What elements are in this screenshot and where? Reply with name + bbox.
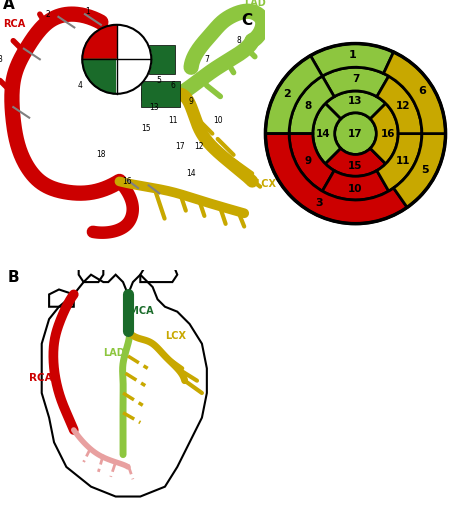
Wedge shape	[325, 91, 386, 119]
Text: 6: 6	[170, 81, 175, 90]
Text: 1: 1	[348, 50, 356, 60]
Wedge shape	[322, 67, 389, 96]
Text: 15: 15	[141, 124, 151, 133]
Wedge shape	[82, 25, 117, 59]
Wedge shape	[377, 76, 422, 134]
Wedge shape	[289, 134, 334, 191]
Text: LAD: LAD	[244, 0, 266, 8]
Text: 9: 9	[189, 97, 193, 106]
Text: 7: 7	[352, 74, 359, 84]
Text: 18: 18	[96, 150, 106, 159]
Wedge shape	[370, 103, 398, 164]
Wedge shape	[377, 134, 422, 191]
Text: 2: 2	[283, 89, 291, 99]
Text: 10: 10	[348, 183, 363, 193]
Text: 13: 13	[348, 96, 363, 106]
Text: 5: 5	[421, 165, 429, 175]
Wedge shape	[265, 134, 407, 224]
Text: 17: 17	[348, 128, 363, 139]
Text: A: A	[3, 0, 14, 12]
Text: 8: 8	[237, 36, 241, 45]
Wedge shape	[322, 171, 389, 200]
Text: 4: 4	[77, 81, 82, 90]
Text: 11: 11	[396, 156, 410, 166]
Text: 10: 10	[213, 116, 222, 125]
Bar	[149, 45, 175, 74]
Wedge shape	[383, 52, 446, 134]
Text: LMCA: LMCA	[123, 306, 154, 316]
Text: RCA: RCA	[29, 373, 53, 383]
Text: 3: 3	[0, 55, 2, 64]
Wedge shape	[117, 25, 151, 59]
Text: 7: 7	[205, 55, 210, 64]
Wedge shape	[325, 148, 386, 176]
Text: RCA: RCA	[3, 19, 25, 29]
Text: 16: 16	[381, 128, 395, 139]
FancyBboxPatch shape	[141, 81, 181, 107]
Text: 12: 12	[194, 143, 204, 151]
Text: 2: 2	[46, 9, 50, 19]
Text: 9: 9	[304, 156, 311, 166]
Text: 17: 17	[176, 143, 185, 151]
Wedge shape	[117, 59, 151, 94]
Wedge shape	[82, 59, 117, 94]
Text: 8: 8	[304, 101, 311, 111]
Text: 6: 6	[418, 86, 426, 96]
Text: LCX: LCX	[165, 331, 186, 341]
Wedge shape	[265, 56, 322, 134]
Text: 1: 1	[85, 7, 90, 16]
Text: 11: 11	[168, 116, 177, 125]
Wedge shape	[393, 134, 446, 208]
Text: 14: 14	[316, 128, 331, 139]
Text: 12: 12	[396, 101, 410, 111]
Text: 15: 15	[348, 161, 363, 171]
Text: LAD: LAD	[103, 348, 125, 358]
Wedge shape	[313, 103, 341, 164]
Text: C: C	[242, 13, 253, 28]
Circle shape	[335, 113, 376, 155]
Text: LCX: LCX	[255, 179, 276, 189]
Text: B: B	[7, 270, 19, 285]
Wedge shape	[310, 43, 393, 76]
Text: 13: 13	[149, 103, 159, 112]
Text: 5: 5	[157, 76, 162, 85]
Wedge shape	[289, 76, 334, 134]
Text: 14: 14	[186, 169, 196, 178]
Text: 3: 3	[315, 199, 323, 209]
Text: 16: 16	[123, 177, 132, 186]
